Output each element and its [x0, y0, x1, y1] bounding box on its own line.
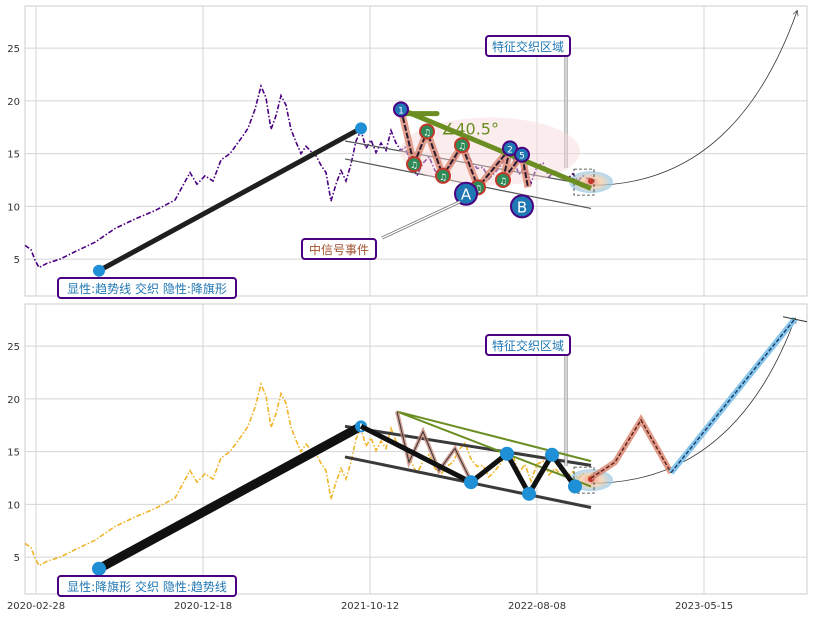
feature-label: 特征交织区域 [492, 338, 564, 353]
wave-number-marker [502, 140, 518, 157]
feature-zone-box [573, 168, 595, 196]
trendline [96, 125, 364, 274]
pattern-label: 显性:趋势线 交织 隐性:降旗形 [67, 281, 227, 296]
wave-line [400, 109, 529, 190]
marker-a-label: A [461, 186, 472, 204]
trendline-end-marker [355, 122, 367, 135]
green-trend-line [400, 107, 592, 191]
projection-line-cap [782, 316, 808, 323]
marker-a [454, 181, 478, 206]
feature-label: 特征交织区域 [492, 39, 564, 54]
wave-number-label: ♫ [410, 161, 418, 171]
wave-number-marker [514, 146, 530, 163]
pattern-label-box [57, 575, 237, 597]
x-tick-label: 2020-12-18 [174, 601, 232, 612]
angle-label: ∠40.5° [441, 120, 499, 139]
wave-number-label: ♫ [474, 184, 482, 194]
wave-number-marker [393, 101, 409, 118]
wave-note-marker [419, 123, 435, 140]
marker-b [510, 194, 534, 219]
wave-number-label: ♫ [499, 177, 507, 187]
wave-number-label: 2 [507, 145, 513, 155]
wave-number-label: ♫ [458, 142, 466, 152]
small-zigzag-line [396, 411, 472, 482]
feature-label-box [485, 35, 571, 57]
y-tick-label: 20 [7, 395, 20, 406]
y-tick-label: 20 [7, 97, 20, 108]
y-tick-label: 25 [7, 44, 20, 55]
wave-note-marker [495, 172, 511, 188]
y-tick-label: 5 [14, 255, 20, 266]
zigzag-pivot-marker [464, 475, 478, 490]
wave-number-label: ♫ [439, 173, 447, 183]
signal-pointer-inner [381, 201, 461, 239]
x-tick-label: 2021-10-12 [341, 601, 399, 612]
marker-b-label: B [517, 198, 527, 216]
pattern-label: 显性:降旗形 交织 隐性:趋势线 [67, 579, 227, 594]
feature-zone-box [573, 466, 595, 494]
wave-note-marker [406, 156, 422, 173]
y-tick-label: 15 [7, 150, 20, 161]
trendline-start-marker [93, 264, 105, 277]
wave-number-label: 1 [398, 106, 404, 116]
y-tick-label: 5 [14, 553, 20, 564]
pattern-label-box [57, 277, 237, 299]
y-tick-label: 10 [7, 500, 20, 511]
signal-label-box [301, 238, 377, 260]
trendline-start-marker [92, 561, 106, 576]
y-tick-label: 25 [7, 342, 20, 353]
zigzag-pivot-marker [568, 479, 582, 494]
x-tick-label: 2023-05-15 [675, 601, 733, 612]
wave-note-marker [435, 167, 451, 184]
feature-zone-dot [588, 178, 594, 185]
signal-label: 中信号事件 [309, 242, 369, 257]
zigzag-pivot-marker [500, 446, 514, 461]
wave-number-label: 5 [519, 152, 525, 162]
zigzag-pivot-marker [545, 447, 559, 462]
y-tick-label: 15 [7, 448, 20, 459]
zigzag-pivot-marker [522, 486, 536, 501]
projection-line [670, 318, 796, 474]
x-tick-label: 2022-08-08 [508, 601, 566, 612]
feature-label-box [485, 334, 571, 356]
projection-arc [590, 11, 797, 186]
wave-note-marker [454, 137, 470, 154]
wave-number-label: ♫ [423, 128, 431, 138]
projection-arc [590, 319, 795, 484]
trendline [94, 421, 366, 574]
projection-path-line [590, 418, 672, 479]
y-tick-label: 10 [7, 202, 20, 213]
x-tick-label: 2020-02-28 [7, 601, 65, 612]
